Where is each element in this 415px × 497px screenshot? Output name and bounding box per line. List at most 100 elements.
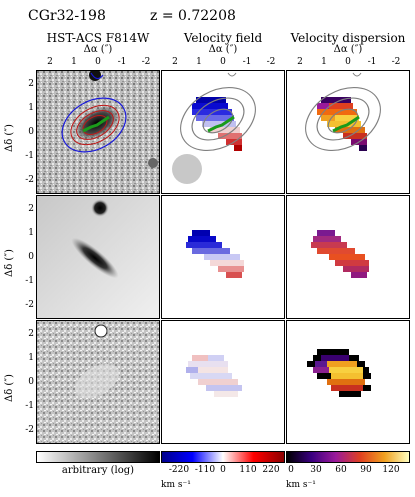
colorbar-velocity-unit: km s⁻¹ (161, 480, 191, 490)
y-tick: -2 (25, 175, 34, 185)
x-ticks-3: 2 1 0 -1 -2 (286, 57, 410, 69)
contour-grey (316, 97, 370, 141)
y-axis-label-row1: Δδ (″) (4, 124, 15, 152)
cb-tick: 120 (382, 465, 400, 475)
contour-grey-top (227, 72, 237, 77)
contour-grey (191, 97, 245, 141)
contour-red (70, 104, 120, 146)
colorbar-dispersion (286, 451, 410, 463)
velocity-pixels (192, 97, 242, 151)
contour-blue-top (90, 72, 104, 80)
galaxy-core (75, 105, 119, 141)
velocity-pixels (186, 355, 242, 397)
galaxy-model (71, 237, 119, 279)
cb-tick: 90 (360, 465, 372, 475)
velocity-pixels (186, 230, 244, 278)
velocity-field-panel-row2 (161, 195, 285, 319)
column-title-velocity-field: Velocity field (183, 31, 263, 45)
velocity-dispersion-panel-row1 (286, 70, 410, 194)
x-tick: 1 (196, 57, 202, 67)
neighbour-source (91, 199, 109, 217)
y-tick: 0 (28, 127, 34, 137)
contour-grey (305, 86, 381, 152)
cb-tick: -220 (168, 465, 190, 475)
y-axis-label-row3: Δδ (″) (4, 374, 15, 402)
colorbar-intensity-label: arbitrary (log) (61, 465, 135, 476)
contour-grey (327, 108, 359, 134)
x-tick: -2 (266, 57, 276, 67)
hst-image-panel-row1 (36, 70, 160, 194)
y-tick: 0 (28, 252, 34, 262)
velocity-dispersion-panel-row2 (286, 195, 410, 319)
y-tick: 1 (28, 228, 34, 238)
x-tick: -2 (141, 57, 151, 67)
contour-blue (61, 97, 127, 153)
y-axis-label-row2: Δδ (″) (4, 249, 15, 277)
x-tick: 0 (95, 57, 101, 67)
y-tick: 2 (28, 79, 34, 89)
y-tick: -1 (25, 276, 34, 286)
x-tick: 1 (321, 57, 327, 67)
cb-tick: 0 (288, 465, 294, 475)
x-axis-label-2: Δα (″) (208, 44, 238, 55)
object-name: CGr32-198 (28, 8, 106, 24)
x-tick: 1 (71, 57, 77, 67)
cb-tick: 220 (262, 465, 280, 475)
cb-tick: 0 (220, 465, 226, 475)
x-tick: -1 (367, 57, 377, 67)
y-tick: -2 (25, 300, 34, 310)
colorbar-intensity (36, 451, 160, 463)
x-axis-label-1: Δα (″) (83, 44, 113, 55)
x-tick: 0 (220, 57, 226, 67)
colorbar-dispersion-ticks: 0 30 60 90 120 (286, 465, 410, 477)
cb-tick: -110 (194, 465, 216, 475)
x-tick: -2 (391, 57, 401, 67)
dispersion-pixels (317, 97, 367, 151)
y-tick: -1 (25, 151, 34, 161)
contour-grey-top (352, 72, 362, 77)
contour-red (76, 110, 114, 140)
x-tick: 0 (345, 57, 351, 67)
cb-tick: 60 (335, 465, 347, 475)
contour-grey (180, 86, 256, 152)
y-tick: 0 (28, 377, 34, 387)
dispersion-pixels (307, 349, 371, 397)
psf-disk (172, 154, 202, 184)
column-title-velocity-dispersion: Velocity dispersion (290, 31, 406, 45)
cb-tick: 30 (310, 465, 322, 475)
x-tick: 2 (297, 57, 303, 67)
redshift-label: z = 0.72208 (150, 8, 236, 24)
colorbar-dispersion-unit: km s⁻¹ (286, 480, 316, 490)
x-axis-label-3: Δα (″) (333, 44, 363, 55)
y-tick: 2 (28, 329, 34, 339)
dispersion-pixels (311, 230, 369, 278)
x-tick: 2 (47, 57, 53, 67)
cb-tick: 110 (239, 465, 257, 475)
x-ticks-1: 2 1 0 -1 -2 (36, 57, 160, 69)
colorbar-velocity-ticks: -220 -110 0 110 220 (161, 465, 285, 477)
residual-image-panel-row3 (36, 320, 160, 444)
y-ticks-row3: 2 1 0 -1 -2 (20, 320, 34, 444)
velocity-field-panel-row3 (161, 320, 285, 444)
colorbar-velocity (161, 451, 285, 463)
x-tick: -1 (242, 57, 252, 67)
y-ticks-row1: 2 1 0 -1 -2 (20, 70, 34, 194)
green-axis (332, 115, 360, 133)
column-title-hst: HST-ACS F814W (46, 31, 150, 45)
model-image-panel-row2 (36, 195, 160, 319)
x-tick: -1 (117, 57, 127, 67)
x-ticks-2: 2 1 0 -1 -2 (161, 57, 285, 69)
neighbour-source (94, 324, 108, 338)
green-axis (207, 115, 235, 133)
y-tick: 1 (28, 353, 34, 363)
velocity-field-panel-row1 (161, 70, 285, 194)
x-tick: 2 (172, 57, 178, 67)
green-axis (82, 115, 110, 133)
y-tick: -1 (25, 401, 34, 411)
y-ticks-row2: 2 1 0 -1 -2 (20, 195, 34, 319)
neighbour-source (148, 158, 158, 168)
residual-blob (75, 363, 119, 399)
y-tick: 2 (28, 204, 34, 214)
velocity-dispersion-panel-row3 (286, 320, 410, 444)
y-tick: 1 (28, 103, 34, 113)
